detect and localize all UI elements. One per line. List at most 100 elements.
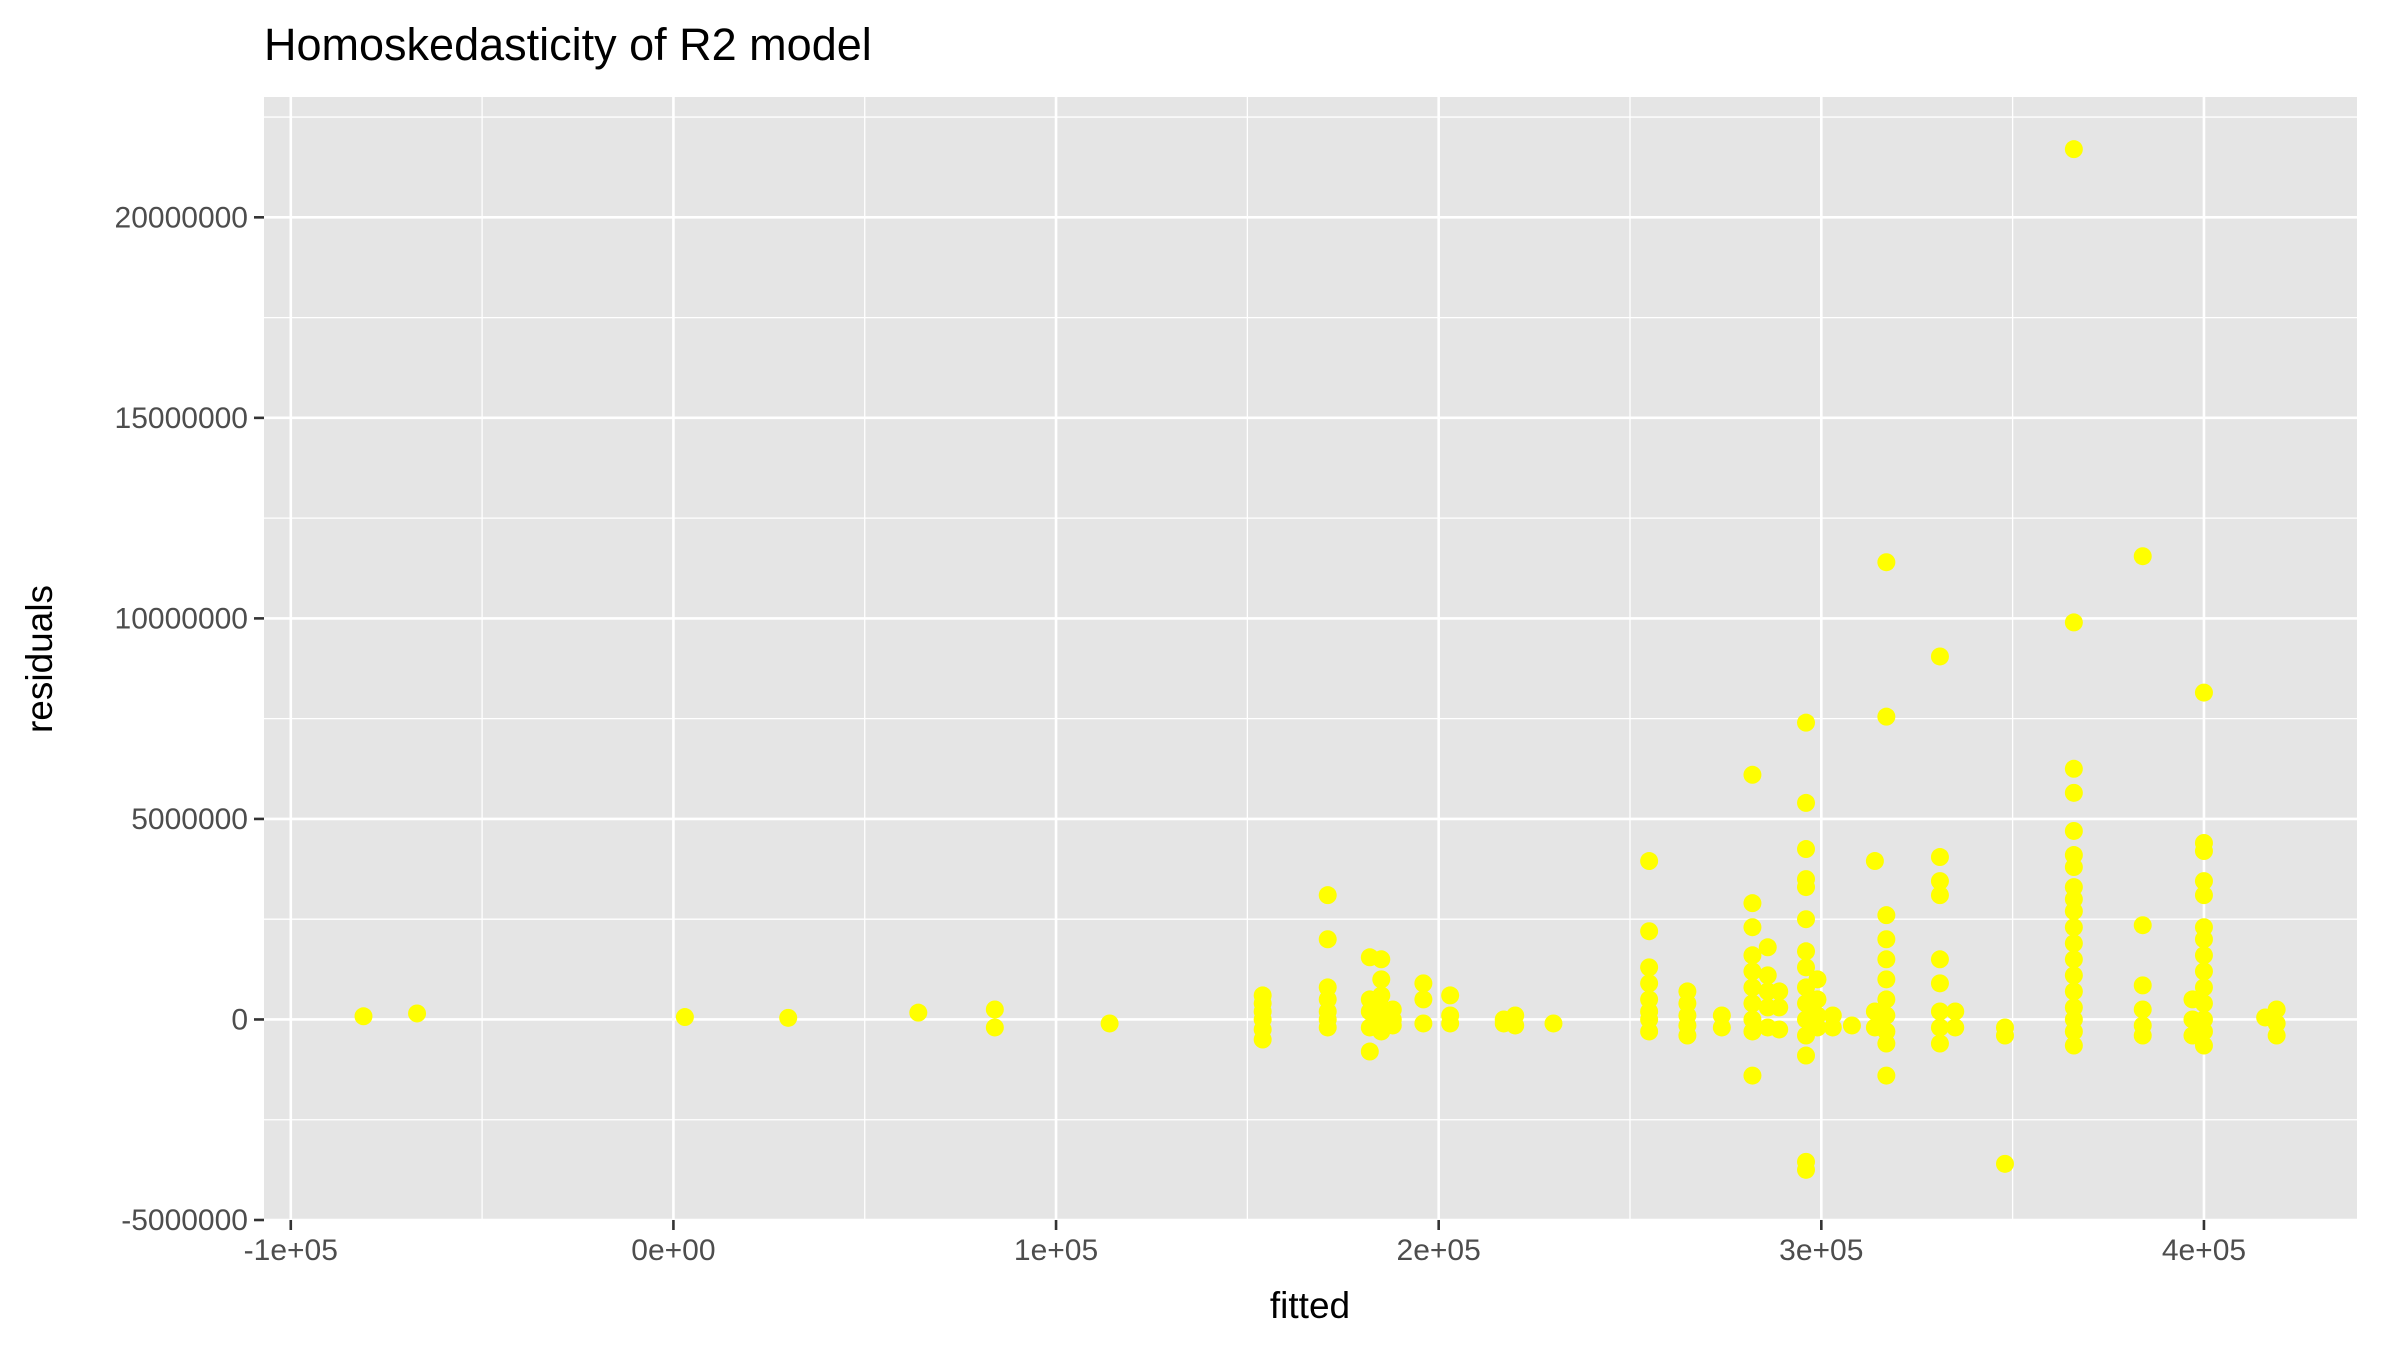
data-point — [1318, 886, 1337, 905]
minor-gridlines — [264, 97, 2357, 1220]
data-point — [2064, 1022, 2083, 1041]
data-point — [2267, 1000, 2286, 1019]
y-axis-title: residuals — [19, 585, 60, 733]
data-point — [2064, 902, 2083, 921]
data-point — [1414, 974, 1433, 993]
x-tick-label: 3e+05 — [1779, 1234, 1863, 1267]
data-point — [1383, 1016, 1402, 1035]
data-point — [1808, 970, 1827, 989]
data-point — [1372, 950, 1391, 969]
data-point — [2133, 976, 2152, 995]
data-point — [1877, 1034, 1896, 1053]
data-point — [1743, 918, 1762, 937]
data-point — [1797, 793, 1816, 812]
data-point — [2064, 140, 2083, 159]
data-point — [1743, 994, 1762, 1013]
y-tick-label: 10000000 — [115, 602, 248, 635]
data-point — [1743, 1066, 1762, 1085]
data-point — [1770, 982, 1789, 1001]
data-point — [1640, 922, 1659, 941]
data-point — [408, 1004, 427, 1023]
data-point — [2133, 547, 2152, 566]
data-point — [1995, 1154, 2014, 1173]
data-point — [1758, 966, 1777, 985]
data-point — [1640, 958, 1659, 977]
data-point — [2064, 1036, 2083, 1055]
data-point — [1100, 1014, 1119, 1033]
y-tick-label: -5000000 — [121, 1204, 248, 1237]
data-point — [1823, 1018, 1842, 1037]
data-point — [1797, 840, 1816, 859]
data-point — [1797, 1160, 1816, 1179]
data-point — [1441, 986, 1460, 1005]
y-tick-label: 20000000 — [115, 201, 248, 234]
data-point — [2194, 978, 2213, 997]
data-point — [1253, 1030, 1272, 1049]
data-point — [2133, 1000, 2152, 1019]
x-axis-title: fitted — [1270, 1285, 1350, 1326]
data-point — [1808, 990, 1827, 1009]
x-tick-label: 1e+05 — [1014, 1234, 1098, 1267]
data-point — [1877, 707, 1896, 726]
data-point — [2194, 1036, 2213, 1055]
data-point — [1877, 950, 1896, 969]
data-point — [1877, 990, 1896, 1009]
data-point — [1770, 1020, 1789, 1039]
data-point — [985, 1000, 1004, 1019]
data-point — [779, 1008, 798, 1027]
data-point — [2064, 613, 2083, 632]
data-point — [1743, 1022, 1762, 1041]
data-point — [1808, 1018, 1827, 1037]
data-point — [1930, 886, 1949, 905]
data-points — [354, 140, 2286, 1179]
data-point — [1877, 553, 1896, 572]
y-tick-label: 15000000 — [115, 402, 248, 435]
data-point — [1930, 1002, 1949, 1021]
data-point — [1640, 974, 1659, 993]
data-point — [2064, 918, 2083, 937]
data-point — [1930, 647, 1949, 666]
data-point — [1877, 1066, 1896, 1085]
data-point — [1640, 1022, 1659, 1041]
data-point — [1360, 1042, 1379, 1061]
data-point — [2064, 783, 2083, 802]
data-point — [1930, 848, 1949, 867]
data-point — [2064, 934, 2083, 953]
data-point — [1743, 962, 1762, 981]
x-tick-label: 4e+05 — [2162, 1234, 2246, 1267]
data-point — [2064, 982, 2083, 1001]
y-tick-label: 0 — [231, 1003, 248, 1036]
data-point — [1930, 872, 1949, 891]
data-point — [1946, 1018, 1965, 1037]
data-point — [1318, 930, 1337, 949]
data-point — [1797, 878, 1816, 897]
x-tick-label: 0e+00 — [631, 1234, 715, 1267]
data-point — [2064, 858, 2083, 877]
data-point — [1770, 998, 1789, 1017]
data-point — [2194, 886, 2213, 905]
data-point — [2194, 683, 2213, 702]
data-point — [1797, 713, 1816, 732]
data-point — [2133, 916, 2152, 935]
data-point — [2194, 842, 2213, 861]
data-point — [909, 1003, 928, 1022]
data-point — [2064, 759, 2083, 778]
data-point — [1877, 1006, 1896, 1025]
data-point — [1930, 950, 1949, 969]
y-tick-label: 5000000 — [131, 803, 248, 836]
data-point — [2133, 1026, 2152, 1045]
data-point — [1441, 1014, 1460, 1033]
data-point — [2194, 930, 2213, 949]
plot-panel — [264, 97, 2357, 1220]
data-point — [1640, 852, 1659, 871]
data-point — [2194, 872, 2213, 891]
data-point — [1318, 1018, 1337, 1037]
data-point — [1414, 990, 1433, 1009]
data-point — [2064, 821, 2083, 840]
data-point — [354, 1007, 373, 1026]
data-point — [1506, 1016, 1525, 1035]
data-point — [1743, 978, 1762, 997]
data-point — [2064, 950, 2083, 969]
data-point — [1930, 1018, 1949, 1037]
